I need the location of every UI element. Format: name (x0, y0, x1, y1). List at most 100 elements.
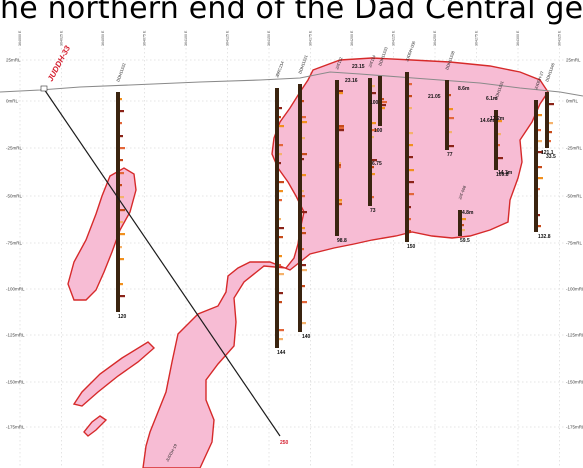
assay-interval (498, 133, 501, 136)
easting-label: 364025 E (60, 30, 64, 46)
drill-holes: DDH11332 120 JBRC214 144 DDH11321 140 JAT112 98… (115, 40, 556, 356)
assay-interval (538, 151, 543, 154)
judddh-33-collar-marker (40, 85, 48, 92)
assay-interval (372, 166, 374, 169)
intercept-label: 4.8m (462, 210, 474, 216)
assay-interval (302, 190, 304, 193)
assay-interval (279, 301, 282, 304)
hole-collar-label: JAT112 (334, 56, 343, 71)
hole-collar-label: JUDDH-006 (404, 40, 416, 63)
assay-interval (120, 209, 125, 212)
assay-interval (279, 227, 284, 230)
hole-collar-label: JBRC214 (274, 60, 285, 79)
drill-hole: DDH11338 77 (444, 50, 456, 158)
judddh-33-trace (43, 88, 281, 437)
assay-interval (409, 132, 413, 135)
assay-interval (372, 196, 374, 199)
assay-interval (279, 255, 282, 258)
assay-interval (302, 153, 307, 156)
hole-trace (494, 110, 498, 170)
drill-hole: JAT114 73 (367, 54, 377, 214)
assay-interval (120, 221, 123, 224)
assay-interval (538, 188, 540, 191)
level-label-right: -75mRL (566, 241, 583, 246)
assay-interval (372, 136, 374, 139)
easting-label: 364325 E (558, 30, 562, 46)
assay-interval (538, 214, 540, 217)
hole-depth-label: 73 (370, 208, 376, 214)
assay-interval (382, 107, 385, 110)
hole-collar-label: JAT-008 (457, 184, 467, 200)
assay-interval (279, 190, 283, 193)
assay-interval (120, 196, 124, 199)
assay-interval (382, 101, 387, 104)
assay-interval (538, 225, 541, 228)
hole-trace (458, 210, 462, 236)
assay-interval (120, 98, 122, 101)
assay-interval (339, 201, 342, 204)
figure-caption: he northern end of the Dad Central geo (0, 0, 583, 26)
intercept-label: 8.6m (458, 86, 470, 92)
assay-interval (372, 122, 376, 125)
surface-line (0, 71, 583, 97)
assay-interval (498, 144, 500, 147)
hole-collar-label: DDH11331 (493, 80, 505, 101)
assay-interval (302, 158, 304, 161)
assay-interval (302, 121, 307, 124)
level-label-right: -50mRL (566, 194, 583, 199)
ore-zone-west (67, 167, 137, 301)
level-label-right: -175mRL (566, 425, 583, 430)
intercept-label: 14.6m (480, 118, 495, 124)
assay-interval (372, 85, 375, 88)
assay-interval (409, 107, 412, 110)
intercept-label: 17.2m (490, 116, 505, 122)
drill-hole: JBRC214 144 (274, 60, 285, 356)
assay-interval (302, 116, 306, 119)
hole-depth-label: 121.1 (541, 150, 554, 156)
hole-trace (368, 78, 372, 206)
assay-interval (382, 98, 384, 101)
hole-trace (534, 100, 538, 232)
assay-interval (120, 147, 125, 150)
assay-interval (302, 137, 305, 140)
assay-interval (120, 233, 125, 236)
assay-interval (279, 144, 283, 147)
assay-interval (302, 211, 307, 214)
assay-interval (120, 283, 123, 286)
assay-interval (302, 285, 305, 288)
hole-collar-label: JAT114 (367, 54, 376, 69)
assay-interval (449, 145, 454, 148)
hole-trace (335, 80, 339, 236)
assay-interval (498, 120, 502, 123)
easting-label: 364175 E (309, 30, 313, 46)
assay-interval (339, 125, 344, 128)
easting-label: 364275 E (475, 30, 479, 46)
assay-interval (549, 140, 551, 143)
assay-interval (409, 144, 413, 147)
highlight-hole-depth: 250 (280, 440, 289, 446)
drill-hole: DDH11321 140 (297, 54, 310, 340)
assay-interval (279, 264, 281, 267)
assay-interval (279, 273, 284, 276)
assay-interval (372, 92, 376, 95)
assay-interval (279, 292, 283, 295)
assay-interval (409, 218, 411, 221)
hole-depth-label: 98.8 (337, 238, 347, 244)
drill-hole: JAT-008 59.5 (457, 184, 470, 244)
assay-interval (339, 162, 341, 165)
assay-interval (409, 169, 414, 172)
level-label-right: 0mRL (566, 99, 579, 104)
assay-interval (372, 159, 377, 162)
hole-depth-label: 120 (118, 314, 127, 320)
assay-interval (339, 166, 341, 169)
intercept-label: 21.05 (428, 94, 441, 100)
easting-label: 364125 E (226, 30, 230, 46)
assay-interval (498, 157, 503, 160)
level-label-right: -150mRL (566, 380, 583, 385)
hole-collar-label: DDH11338 (444, 50, 456, 71)
hole-depth-label: 109.8 (496, 172, 509, 178)
easting-label: 364225 E (392, 30, 396, 46)
assay-interval (120, 110, 124, 113)
assay-interval (279, 107, 282, 110)
